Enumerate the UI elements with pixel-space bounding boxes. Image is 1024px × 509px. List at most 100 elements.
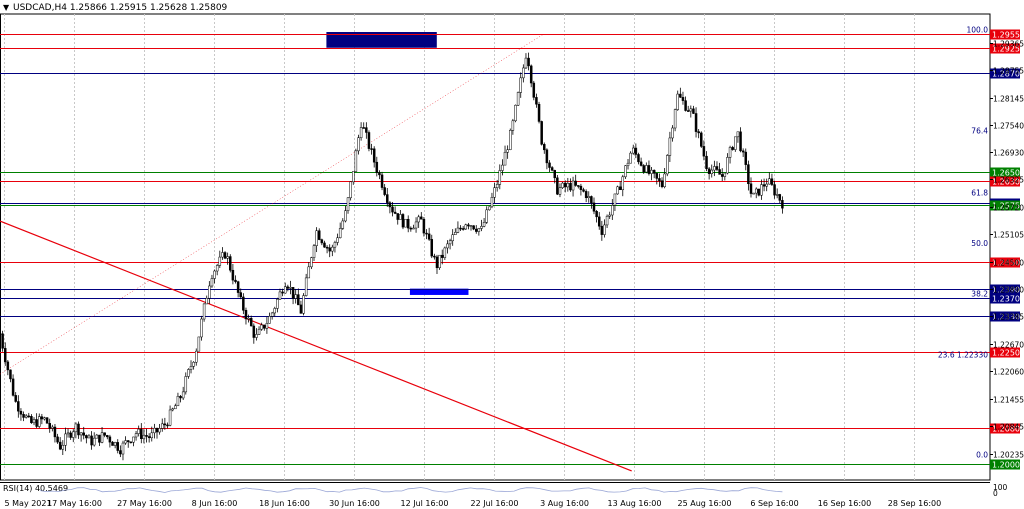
candle-body bbox=[299, 304, 303, 314]
candle-body bbox=[605, 215, 609, 226]
candle-body bbox=[613, 193, 617, 206]
price-tag-bg bbox=[990, 43, 1020, 54]
candle-body bbox=[666, 155, 669, 175]
candle-body bbox=[48, 423, 51, 429]
candle-body bbox=[145, 435, 148, 437]
candle-body bbox=[545, 149, 549, 164]
candle-body bbox=[522, 67, 525, 79]
candle-body bbox=[1, 333, 4, 349]
candle-body bbox=[323, 242, 326, 248]
candle-body bbox=[749, 183, 753, 194]
candle-body bbox=[359, 127, 363, 139]
candle-body bbox=[532, 82, 536, 98]
price-axis-label: 1.25720 bbox=[993, 204, 1024, 213]
candle-body bbox=[430, 239, 434, 257]
rsi-scale-top: 100 bbox=[993, 483, 1008, 492]
candle-body bbox=[757, 188, 761, 196]
candle-body bbox=[163, 423, 167, 426]
candle-body bbox=[229, 256, 232, 271]
candle-body bbox=[762, 184, 766, 187]
candle-body bbox=[616, 186, 619, 195]
candle-body bbox=[446, 243, 449, 249]
candle-body bbox=[587, 196, 591, 199]
price-tag-bg bbox=[990, 347, 1020, 358]
plot-frame bbox=[0, 13, 991, 481]
candle-body bbox=[192, 361, 195, 367]
candle-body bbox=[202, 303, 206, 320]
candle-body bbox=[773, 184, 776, 196]
price-tag-label: 1.25750 bbox=[992, 202, 1024, 211]
candle-body bbox=[30, 416, 33, 424]
fibonacci-base-line bbox=[0, 34, 544, 375]
candle-body bbox=[247, 317, 250, 320]
candle-body bbox=[561, 182, 564, 188]
candle-body bbox=[197, 336, 201, 352]
price-axis-label: 1.21455 bbox=[993, 396, 1024, 405]
candle-body bbox=[273, 308, 277, 314]
candle-body bbox=[590, 196, 593, 204]
candle-body bbox=[51, 426, 54, 429]
candle-body bbox=[106, 435, 109, 438]
candle-body bbox=[205, 297, 208, 305]
triangle-down-icon[interactable]: ▼ bbox=[3, 3, 10, 12]
candle-body bbox=[223, 252, 227, 259]
candle-body bbox=[121, 442, 125, 455]
candle-body bbox=[124, 440, 127, 444]
candle-body bbox=[726, 157, 729, 174]
candle-body bbox=[375, 161, 379, 173]
candle-body bbox=[349, 181, 352, 199]
candle-body bbox=[22, 414, 25, 418]
candle-body bbox=[537, 103, 541, 122]
candle-body bbox=[98, 434, 101, 443]
candle-body bbox=[310, 257, 313, 268]
candle-body bbox=[498, 170, 502, 185]
price-axis-label: 1.23890 bbox=[993, 286, 1024, 295]
candle-body bbox=[208, 285, 211, 299]
candle-body bbox=[660, 180, 664, 188]
candle-body bbox=[511, 120, 515, 131]
candle-body bbox=[493, 187, 496, 198]
candle-body bbox=[236, 281, 240, 293]
candle-body bbox=[9, 369, 12, 380]
candle-body bbox=[297, 294, 300, 306]
candle-body bbox=[417, 216, 420, 223]
candle-body bbox=[671, 127, 674, 139]
candle-body bbox=[242, 296, 245, 311]
candle-body bbox=[734, 136, 737, 150]
candle-body bbox=[95, 434, 99, 439]
candle-body bbox=[393, 211, 397, 214]
price-tag-label: 1.26500 bbox=[992, 169, 1024, 178]
price-axis-label: 1.22670 bbox=[993, 341, 1024, 350]
price-axis-label: 1.28755 bbox=[993, 67, 1024, 76]
candle-body bbox=[234, 279, 237, 282]
candle-body bbox=[673, 109, 677, 129]
candle-body bbox=[611, 205, 614, 216]
candle-body bbox=[592, 202, 596, 212]
candle-body bbox=[697, 131, 700, 134]
candle-body bbox=[741, 150, 745, 153]
time-tick-label: 27 May 16:00 bbox=[117, 499, 172, 508]
candle-body bbox=[341, 220, 345, 229]
candle-body bbox=[404, 218, 407, 228]
candle-body bbox=[391, 206, 394, 213]
price-tag-label: 1.23900 bbox=[992, 286, 1024, 295]
candle-body bbox=[461, 228, 465, 230]
candle-body bbox=[283, 286, 287, 294]
price-tag-bg bbox=[990, 311, 1020, 322]
candle-body bbox=[540, 121, 543, 145]
candle-body bbox=[529, 65, 533, 84]
candle-body bbox=[655, 173, 659, 179]
candle-body bbox=[85, 435, 88, 439]
rsi-line bbox=[39, 487, 783, 493]
price-tag-bg bbox=[990, 29, 1020, 40]
candle-body bbox=[77, 423, 80, 436]
candle-body bbox=[689, 108, 693, 112]
candle-body bbox=[778, 194, 782, 201]
candle-body bbox=[226, 256, 229, 259]
candle-body bbox=[344, 210, 347, 222]
candle-body bbox=[770, 178, 774, 185]
candle-body bbox=[281, 291, 284, 294]
